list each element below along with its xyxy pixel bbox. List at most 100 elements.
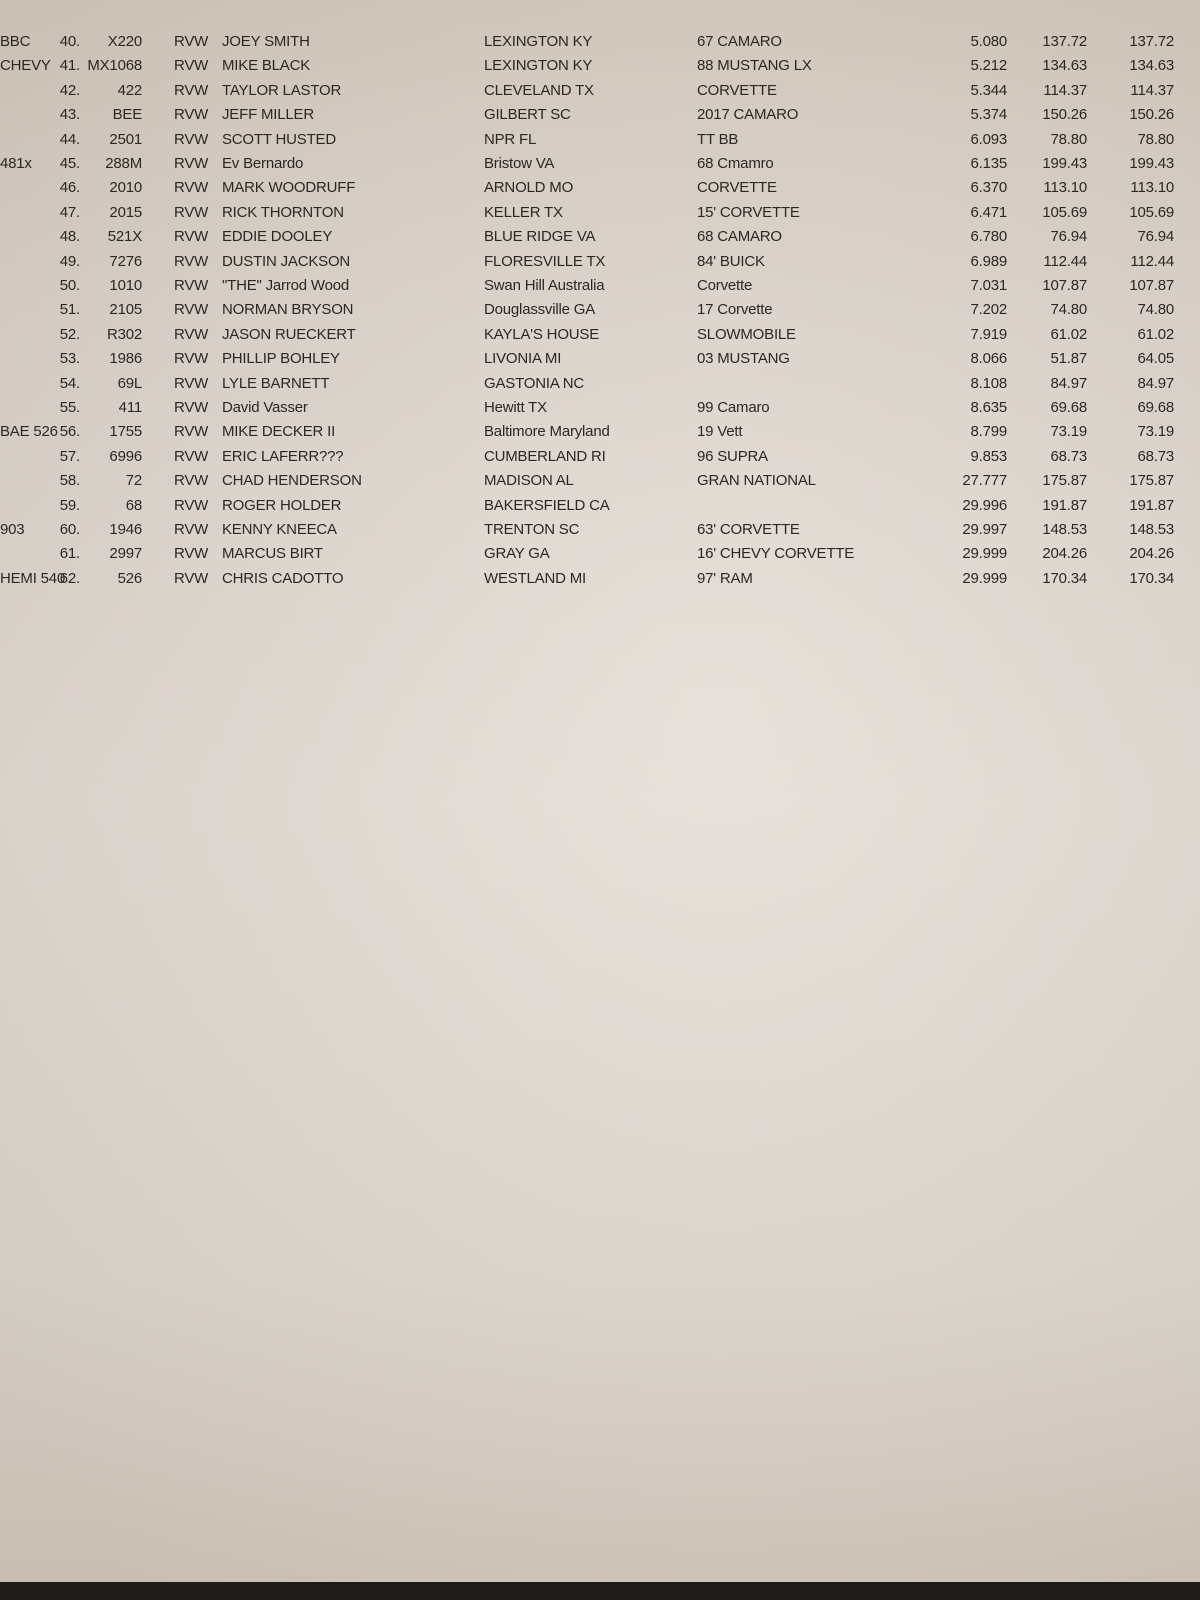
elapsed-time: 6.989 bbox=[970, 252, 1007, 270]
car-number: 288M bbox=[105, 155, 142, 172]
position: 59. bbox=[59, 496, 80, 514]
class: RVW bbox=[174, 301, 209, 319]
elapsed-time: 6.370 bbox=[970, 179, 1007, 197]
result-row: 59. 68 RVW ROGER HOLDER BAKERSFIELD CA 29.996… bbox=[0, 494, 1200, 518]
elapsed-time: 27.777 bbox=[962, 472, 1007, 490]
driver-name: DUSTIN JACKSON bbox=[222, 252, 351, 270]
elapsed-time: 7.031 bbox=[970, 277, 1007, 294]
car-model: Corvette bbox=[697, 277, 753, 294]
hometown: GRAY GA bbox=[484, 545, 550, 563]
elapsed-time: 6.471 bbox=[970, 203, 1007, 221]
elapsed-time: 9.853 bbox=[970, 447, 1007, 465]
class: RVW bbox=[174, 33, 209, 50]
result-row: 55. 411 RVW David Vasser Hewitt TX 99 Camaro 8… bbox=[0, 396, 1200, 420]
car-number: 7276 bbox=[109, 252, 142, 270]
best-speed: 84.97 bbox=[1137, 374, 1174, 392]
car-number: 2010 bbox=[109, 179, 142, 197]
speed-mph: 76.94 bbox=[1050, 228, 1087, 246]
driver-name: MIKE BLACK bbox=[222, 57, 311, 75]
position: 53. bbox=[59, 350, 80, 368]
car-number: R302 bbox=[106, 325, 142, 343]
car-model: 68 CAMARO bbox=[697, 228, 782, 246]
engine: CHEVY bbox=[0, 57, 51, 75]
speed-mph: 114.37 bbox=[1043, 81, 1087, 99]
class: RVW bbox=[174, 203, 209, 221]
car-model: 84' BUICK bbox=[697, 252, 765, 270]
best-speed: 191.87 bbox=[1129, 496, 1174, 514]
speed-mph: 134.63 bbox=[1042, 57, 1087, 75]
best-speed: 199.43 bbox=[1129, 155, 1174, 172]
speed-mph: 170.34 bbox=[1042, 569, 1087, 587]
car-model: 96 SUPRA bbox=[697, 447, 768, 465]
elapsed-time: 29.997 bbox=[962, 521, 1007, 538]
car-model: 03 MUSTANG bbox=[697, 350, 790, 368]
result-row: 44. 2501 RVW SCOTT HUSTED NPR FL TT BB 6.093 78… bbox=[0, 128, 1200, 152]
driver-name: "THE" Jarrod Wood bbox=[222, 277, 350, 294]
driver-name: CHAD HENDERSON bbox=[222, 472, 362, 490]
car-number: 526 bbox=[117, 569, 143, 587]
car-number: 422 bbox=[117, 81, 143, 99]
speed-mph: 137.72 bbox=[1042, 33, 1087, 50]
position: 45. bbox=[59, 155, 80, 172]
driver-name: RICK THORNTON bbox=[222, 203, 344, 221]
class: RVW bbox=[174, 423, 209, 441]
hometown: Baltimore Maryland bbox=[484, 423, 610, 441]
speed-mph: 105.69 bbox=[1042, 203, 1087, 221]
hometown: WESTLAND MI bbox=[484, 569, 586, 587]
hometown: KAYLA'S HOUSE bbox=[484, 325, 600, 343]
best-speed: 74.80 bbox=[1137, 301, 1174, 319]
result-row: 46. 2010 RVW MARK WOODRUFF ARNOLD MO CORVETTE… bbox=[0, 176, 1200, 200]
result-row: 60. 1946 RVW KENNY KNEECA TRENTON SC 63' CORV… bbox=[0, 518, 1200, 542]
car-model: 88 MUSTANG LX bbox=[697, 57, 812, 75]
best-speed: 112.44 bbox=[1130, 252, 1174, 270]
best-speed: 114.37 bbox=[1130, 81, 1174, 99]
car-number: 69L bbox=[117, 374, 143, 392]
speed-mph: 68.73 bbox=[1050, 447, 1087, 465]
result-row: 50. 1010 RVW "THE" Jarrod Wood Swan Hill Aus… bbox=[0, 274, 1200, 298]
speed-mph: 204.26 bbox=[1042, 545, 1087, 563]
engine: BAE 526 bbox=[0, 423, 58, 441]
position: 58. bbox=[59, 472, 80, 490]
position: 49. bbox=[59, 252, 80, 270]
class: RVW bbox=[174, 350, 209, 368]
position: 47. bbox=[59, 203, 80, 221]
result-row: 45. 288M RVW Ev Bernardo Bristow VA 68 Cmamro… bbox=[0, 152, 1200, 176]
driver-name: TAYLOR LASTOR bbox=[222, 81, 342, 99]
elapsed-time: 5.344 bbox=[970, 81, 1007, 99]
speed-mph: 150.26 bbox=[1042, 106, 1087, 124]
car-number: 411 bbox=[118, 399, 143, 416]
car-model: 17 Corvette bbox=[697, 301, 773, 319]
speed-mph: 175.87 bbox=[1042, 472, 1087, 490]
speed-mph: 74.80 bbox=[1050, 301, 1087, 319]
speed-mph: 191.87 bbox=[1042, 496, 1087, 514]
elapsed-time: 29.996 bbox=[962, 496, 1007, 514]
elapsed-time: 6.093 bbox=[970, 130, 1007, 148]
best-speed: 137.72 bbox=[1129, 33, 1174, 50]
car-model: CORVETTE bbox=[697, 81, 777, 99]
position: 48. bbox=[59, 228, 80, 246]
result-row: 52. R302 RVW JASON RUECKERT KAYLA'S HOUSE SLO… bbox=[0, 323, 1200, 347]
driver-name: MARCUS BIRT bbox=[222, 545, 323, 563]
hometown: Swan Hill Australia bbox=[484, 277, 605, 294]
car-model: 68 Cmamro bbox=[697, 155, 774, 172]
car-number: BEE bbox=[112, 106, 143, 124]
hometown: MADISON AL bbox=[484, 472, 574, 490]
car-model: 67 CAMARO bbox=[697, 33, 782, 50]
result-row: 51. 2105 RVW NORMAN BRYSON Douglassville GA 1… bbox=[0, 298, 1200, 322]
elapsed-time: 6.780 bbox=[970, 228, 1007, 246]
elapsed-time: 5.080 bbox=[970, 33, 1007, 50]
position: 50. bbox=[59, 277, 80, 294]
hometown: BLUE RIDGE VA bbox=[484, 228, 596, 246]
best-speed: 175.87 bbox=[1129, 472, 1174, 490]
position: 44. bbox=[59, 130, 80, 148]
car-number: 521X bbox=[107, 228, 142, 246]
car-number: 1010 bbox=[109, 277, 142, 294]
driver-name: SCOTT HUSTED bbox=[222, 130, 336, 148]
hometown: BAKERSFIELD CA bbox=[484, 496, 610, 514]
position: 54. bbox=[59, 374, 80, 392]
position: 41. bbox=[59, 57, 80, 75]
driver-name: KENNY KNEECA bbox=[222, 521, 337, 538]
elapsed-time: 5.374 bbox=[970, 106, 1007, 124]
hometown: CLEVELAND TX bbox=[484, 81, 594, 99]
car-number: 2105 bbox=[109, 301, 142, 319]
